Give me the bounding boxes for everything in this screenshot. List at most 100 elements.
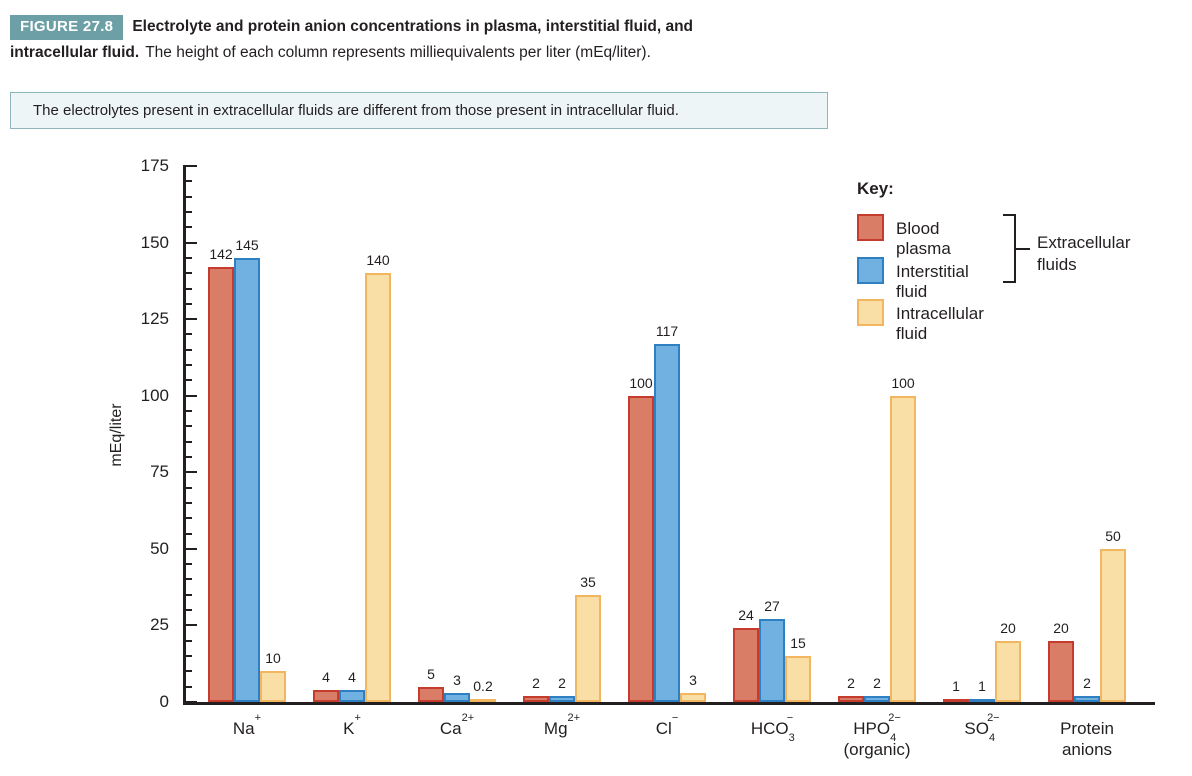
y-minor-tick — [183, 287, 192, 290]
category-label: K+ — [343, 712, 361, 738]
bar — [995, 640, 1021, 702]
category-label: Na+ — [232, 712, 262, 738]
legend-swatch — [857, 214, 884, 241]
bar-value-label: 2 — [558, 674, 566, 691]
y-minor-tick — [183, 333, 192, 336]
bar — [733, 628, 759, 702]
bar — [838, 695, 864, 702]
bar — [313, 689, 339, 702]
legend-swatch — [857, 256, 884, 284]
bracket-label-line2: fluids — [1037, 255, 1077, 274]
bracket-label-line1: Extracellular — [1037, 233, 1131, 252]
bar — [654, 343, 680, 702]
category-label: Mg2+ — [543, 712, 581, 738]
y-major-tick — [183, 318, 197, 321]
y-minor-tick — [183, 670, 192, 673]
bar-value-label: 117 — [655, 322, 679, 339]
x-axis-line — [183, 701, 1155, 705]
bar — [785, 656, 811, 702]
bar-value-label: 4 — [322, 668, 330, 685]
y-minor-tick — [183, 639, 192, 642]
figure-number-badge: FIGURE 27.8 — [10, 15, 124, 40]
bar-value-label: 5 — [427, 665, 435, 682]
bar-value-label: 0.2 — [473, 678, 493, 694]
y-minor-tick — [183, 655, 192, 658]
y-minor-tick — [183, 348, 192, 351]
y-major-tick — [183, 624, 197, 627]
y-minor-tick — [183, 685, 192, 688]
legend-item-label: Blood plasma — [896, 219, 951, 258]
y-minor-tick — [183, 256, 192, 259]
y-minor-tick — [183, 226, 192, 229]
y-axis-line — [183, 166, 186, 705]
y-major-tick — [183, 547, 197, 550]
y-minor-tick — [183, 210, 192, 213]
bar-value-label: 2 — [1083, 674, 1091, 691]
y-minor-tick — [183, 425, 192, 428]
bracket-bottom-arm — [1003, 280, 1015, 283]
category-label: Ca2+ — [439, 712, 475, 738]
bar-value-label: 3 — [689, 671, 697, 688]
legend-title: Key: — [857, 179, 894, 198]
bar — [365, 273, 391, 702]
bar — [1048, 640, 1074, 702]
bar — [234, 257, 260, 702]
y-tick-label: 175 — [140, 156, 169, 175]
legend-item-label: Interstitial fluid — [896, 261, 969, 301]
y-minor-tick — [183, 180, 192, 183]
figure-title-line2-rest: The height of each column represents mil… — [145, 44, 651, 61]
bar-value-label: 2 — [847, 674, 855, 691]
bracket-middle-tick — [1014, 247, 1030, 250]
key-concept-text: The electrolytes present in extracellula… — [33, 102, 679, 119]
bar — [864, 695, 890, 702]
y-major-tick — [183, 471, 197, 474]
bar-value-label: 100 — [629, 374, 653, 391]
y-minor-tick — [183, 455, 192, 458]
category-label: Protein anions — [1060, 719, 1114, 759]
figure-title-line1: Electrolyte and protein anion concentrat… — [132, 18, 694, 35]
bar-value-label: 2 — [532, 674, 540, 691]
bar-value-label: 3 — [453, 671, 461, 688]
bar — [523, 695, 549, 702]
y-minor-tick — [183, 609, 192, 612]
bar-value-label: 4 — [348, 668, 356, 685]
bar-value-label: 1 — [952, 677, 960, 694]
legend-swatch — [857, 299, 884, 326]
y-minor-tick — [183, 578, 192, 581]
figure-title-line2-bold: intracellular fluid. — [10, 44, 140, 61]
key-concept-callout: The electrolytes present in extracellula… — [10, 92, 828, 129]
bar — [1100, 548, 1126, 702]
y-tick-label: 0 — [159, 692, 169, 711]
y-major-tick — [183, 165, 197, 167]
bar-value-label: 1 — [978, 677, 986, 694]
bar-value-label: 140 — [366, 252, 390, 269]
bar — [549, 695, 575, 702]
y-minor-tick — [183, 532, 192, 535]
y-major-tick — [183, 241, 197, 244]
bar — [208, 267, 234, 702]
y-minor-tick — [183, 302, 192, 305]
y-minor-tick — [183, 501, 192, 504]
bar — [260, 671, 286, 702]
legend-item-label: Intracellular fluid — [896, 304, 984, 343]
y-minor-tick — [183, 440, 192, 443]
bar — [680, 692, 706, 702]
category-label: Cl− — [655, 712, 679, 738]
y-tick-label: 125 — [140, 309, 169, 329]
bar-value-label: 35 — [580, 573, 596, 590]
category-label: SO42− — [964, 712, 1000, 745]
y-minor-tick — [183, 517, 192, 520]
y-minor-tick — [183, 593, 192, 596]
y-minor-tick — [183, 410, 192, 413]
y-tick-label: 25 — [150, 615, 169, 635]
bar — [628, 395, 654, 702]
y-minor-tick — [183, 272, 192, 275]
bar-value-label: 15 — [790, 635, 806, 652]
bar — [444, 692, 470, 702]
bar-value-label: 142 — [209, 246, 233, 263]
y-tick-label: 150 — [140, 232, 169, 252]
bar-value-label: 10 — [265, 650, 281, 667]
bar — [575, 594, 601, 702]
bar — [418, 686, 444, 702]
